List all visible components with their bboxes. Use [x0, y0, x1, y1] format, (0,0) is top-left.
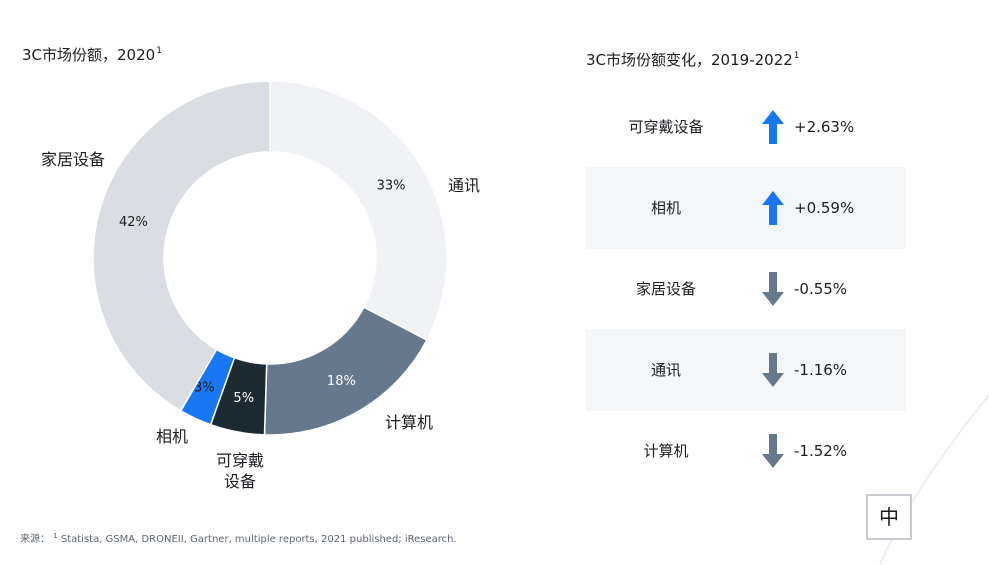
change-row-category: 家居设备	[635, 280, 696, 298]
slice-category-label: 通讯	[448, 176, 480, 195]
change-row-category: 计算机	[643, 442, 689, 460]
slice-value-label: 3%	[194, 380, 215, 395]
change-row: 可穿戴设备 +2.63%	[586, 86, 906, 168]
change-row-value: -1.16%	[794, 361, 848, 379]
donut-slice-0	[269, 80, 448, 342]
arrow-down-icon	[762, 353, 784, 387]
change-table-title: 3C市场份额变化，2019-20221	[586, 51, 800, 69]
change-row-value: -1.52%	[794, 442, 848, 460]
change-row: 计算机 -1.52%	[586, 410, 906, 492]
language-toggle-button[interactable]: 中	[866, 494, 912, 540]
slice-category-label: 计算机	[385, 413, 433, 432]
change-row: 家居设备 -0.55%	[586, 248, 906, 330]
slice-category-label: 可穿戴设备	[216, 451, 264, 491]
slice-value-label: 33%	[377, 179, 406, 194]
market-share-donut-chart: 33% 通讯 18% 计算机 5% 可穿戴设备 3% 相机 42% 家居设备	[41, 80, 480, 491]
slice-category-label: 家居设备	[41, 150, 105, 169]
slice-value-label: 5%	[233, 391, 254, 406]
arrow-up-icon	[762, 191, 784, 225]
change-row: 相机 +0.59%	[586, 167, 906, 249]
donut-chart-title: 3C市场份额，20201	[22, 46, 162, 64]
slice-value-label: 42%	[119, 215, 148, 230]
change-row-value: +0.59%	[794, 199, 855, 217]
change-row-value: -0.55%	[794, 280, 848, 298]
slice-category-label: 相机	[156, 427, 188, 446]
arrow-up-icon	[762, 110, 784, 144]
change-row-category: 通讯	[650, 361, 681, 379]
donut-slice-4	[92, 80, 271, 412]
change-row-category: 可穿戴设备	[628, 118, 704, 136]
slice-value-label: 18%	[327, 374, 356, 389]
change-row-value: +2.63%	[794, 118, 855, 136]
change-row-category: 相机	[650, 199, 681, 217]
arrow-down-icon	[762, 272, 784, 306]
arrow-down-icon	[762, 434, 784, 468]
change-row: 通讯 -1.16%	[586, 329, 906, 411]
source-note: 来源： 1 Statista, GSMA, DRONEII, Gartner, …	[20, 532, 457, 545]
